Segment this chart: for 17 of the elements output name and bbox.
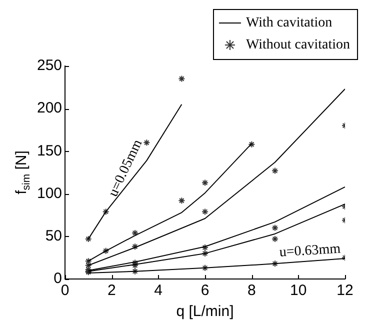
- x-tick-label: 10: [290, 282, 307, 300]
- x-tick-label: 4: [154, 282, 163, 300]
- x-tick-label: 8: [248, 282, 256, 300]
- y-tick-label: 250: [36, 57, 62, 74]
- x-tick-label: 2: [108, 282, 116, 300]
- y-tick-label: 100: [36, 184, 62, 202]
- legend-label: Without cavitation: [246, 38, 350, 53]
- y-tick-label: 50: [45, 228, 62, 245]
- legend-label: With cavitation: [246, 16, 332, 31]
- x-axis-title: q [L/min]: [176, 303, 234, 320]
- x-tick-label: 6: [200, 282, 210, 300]
- y-tick-label: 0: [54, 270, 62, 288]
- y-axis-title: fsim [N]: [13, 150, 32, 194]
- y-tick-label: 150: [36, 142, 62, 160]
- annotation: u=0.63mm: [279, 242, 342, 260]
- y-tick-label: 200: [36, 100, 62, 117]
- x-tick-label: 12: [336, 282, 354, 300]
